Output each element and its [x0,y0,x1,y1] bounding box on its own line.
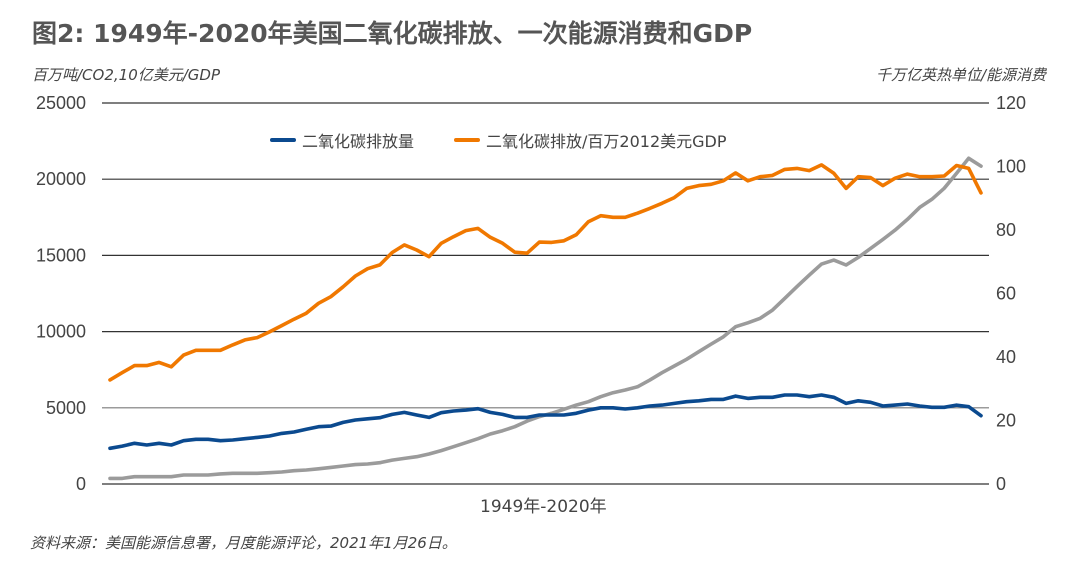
legend-item-co2: 二氧化碳排放量 [270,128,414,152]
source-note: 资料来源：美国能源信息署，月度能源评论，2021年1月26日。 [30,534,457,552]
right-tick-label: 100 [996,157,1026,177]
x-axis-label: 1949年-2020年 [480,497,607,517]
series-line-gray [108,156,983,481]
legend-item-co2-per-gdp: 二氧化碳排放/百万2012美元GDP [454,128,727,152]
right-tick-label: 20 [996,411,1016,431]
legend-swatch-co2-per-gdp [454,138,481,142]
left-tick-label: 25000 [36,93,86,113]
legend: 二氧化碳排放量 二氧化碳排放/百万2012美元GDP [270,128,767,152]
legend-label-co2-per-gdp: 二氧化碳排放/百万2012美元GDP [486,132,727,151]
left-tick-label: 0 [76,474,86,494]
chart-title: 图2: 1949年-2020年美国二氧化碳排放、一次能源消费和GDP [32,19,753,48]
right-tick-label: 120 [996,93,1026,113]
left-axis-unit: 百万吨/CO2,10亿美元/GDP [32,66,221,84]
right-tick-label: 40 [996,347,1016,367]
right-axis-unit: 千万亿英热单位/能源消费 [875,66,1046,84]
series-line-co2 [108,393,983,451]
legend-swatch-co2 [270,138,296,142]
right-tick-label: 80 [996,220,1016,240]
left-tick-label: 15000 [36,245,86,265]
right-tick-label: 0 [996,474,1006,494]
left-tick-label: 10000 [36,322,86,342]
left-tick-label: 20000 [36,169,86,189]
right-tick-label: 60 [996,284,1016,304]
left-tick-label: 5000 [46,398,86,418]
legend-label-co2: 二氧化碳排放量 [302,132,415,151]
series-line-co2-per-gdp [108,163,983,382]
